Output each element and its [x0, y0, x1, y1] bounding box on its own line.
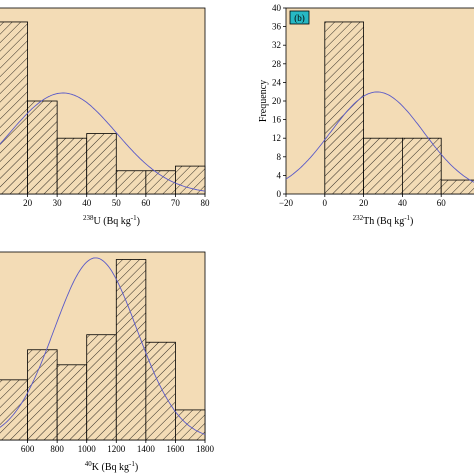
- y-tick-label: 36: [272, 22, 282, 32]
- histogram-bar: [115, 259, 147, 441]
- x-axis-title: 40K (Bq kg-1): [85, 460, 138, 473]
- histogram-bar: [27, 349, 58, 441]
- y-tick-label: 12: [272, 133, 281, 143]
- x-tick-label: 30: [53, 198, 63, 208]
- x-tick-label: 20: [23, 198, 33, 208]
- x-tick-label: 1400: [137, 444, 156, 454]
- histogram-bar: [440, 179, 474, 195]
- x-tick-label: 1600: [166, 444, 185, 454]
- x-axis-title: 238U (Bq kg-1): [83, 214, 140, 227]
- x-tick-label: 50: [112, 198, 122, 208]
- histogram-bar: [145, 341, 176, 441]
- x-tick-label: 40: [398, 198, 408, 208]
- normal-fit-curve: [285, 91, 474, 183]
- y-tick-label: 4: [277, 170, 282, 180]
- histogram-bar: [324, 21, 364, 195]
- panel-tag-label: (b): [294, 13, 305, 23]
- histogram-bar: [175, 165, 206, 195]
- panel-c: 600 800 1000 1200 1400 1600 1800 40K (Bq kg-1): [0, 251, 215, 473]
- y-tick-label: 20: [272, 96, 282, 106]
- y-tick-label: 0: [277, 189, 282, 199]
- histogram-bar: [115, 170, 147, 195]
- histogram-bar: [27, 100, 58, 195]
- y-axis-title: Frequency: [258, 80, 269, 122]
- histogram-bar: [86, 334, 117, 441]
- normal-fit-curve: [0, 92, 206, 192]
- x-tick-label: 40: [82, 198, 92, 208]
- histogram-bar: [363, 137, 403, 195]
- x-tick-label: 1000: [78, 444, 97, 454]
- x-axis-title: 232Th (Bq kg-1): [353, 214, 414, 227]
- histogram-bar: [145, 170, 176, 195]
- panel-tag-box: [289, 10, 310, 25]
- y-tick-label: 16: [272, 115, 282, 125]
- y-tick-label: 32: [272, 40, 281, 50]
- histogram-bar: [56, 137, 88, 195]
- x-tick-label: 1200: [107, 444, 126, 454]
- y-tick-label: 28: [272, 59, 282, 69]
- histogram-bar: [175, 409, 206, 441]
- panel-a: 20 30 40 50 60 70 80 238U (Bq kg-1): [0, 7, 211, 227]
- x-tick-label: 600: [21, 444, 35, 454]
- x-tick-label: 80: [201, 198, 211, 208]
- x-tick-label: 0: [323, 198, 328, 208]
- histogram-bar: [0, 21, 28, 195]
- histogram-bar: [0, 379, 28, 441]
- x-tick-label: 20: [359, 198, 369, 208]
- y-tick-label: 24: [272, 77, 282, 87]
- histogram-bar: [56, 364, 88, 441]
- x-tick-label: 60: [141, 198, 151, 208]
- y-tick-label: 40: [272, 3, 282, 13]
- histogram-bar: [86, 133, 117, 195]
- x-tick-label: 70: [171, 198, 181, 208]
- y-tick-label: 8: [277, 152, 282, 162]
- x-tick-label: 1800: [196, 444, 215, 454]
- normal-fit-curve: [0, 257, 206, 435]
- histogram-bar: [401, 137, 442, 195]
- x-tick-label: −20: [279, 198, 294, 208]
- x-tick-label: 60: [437, 198, 447, 208]
- x-tick-label: 800: [50, 444, 64, 454]
